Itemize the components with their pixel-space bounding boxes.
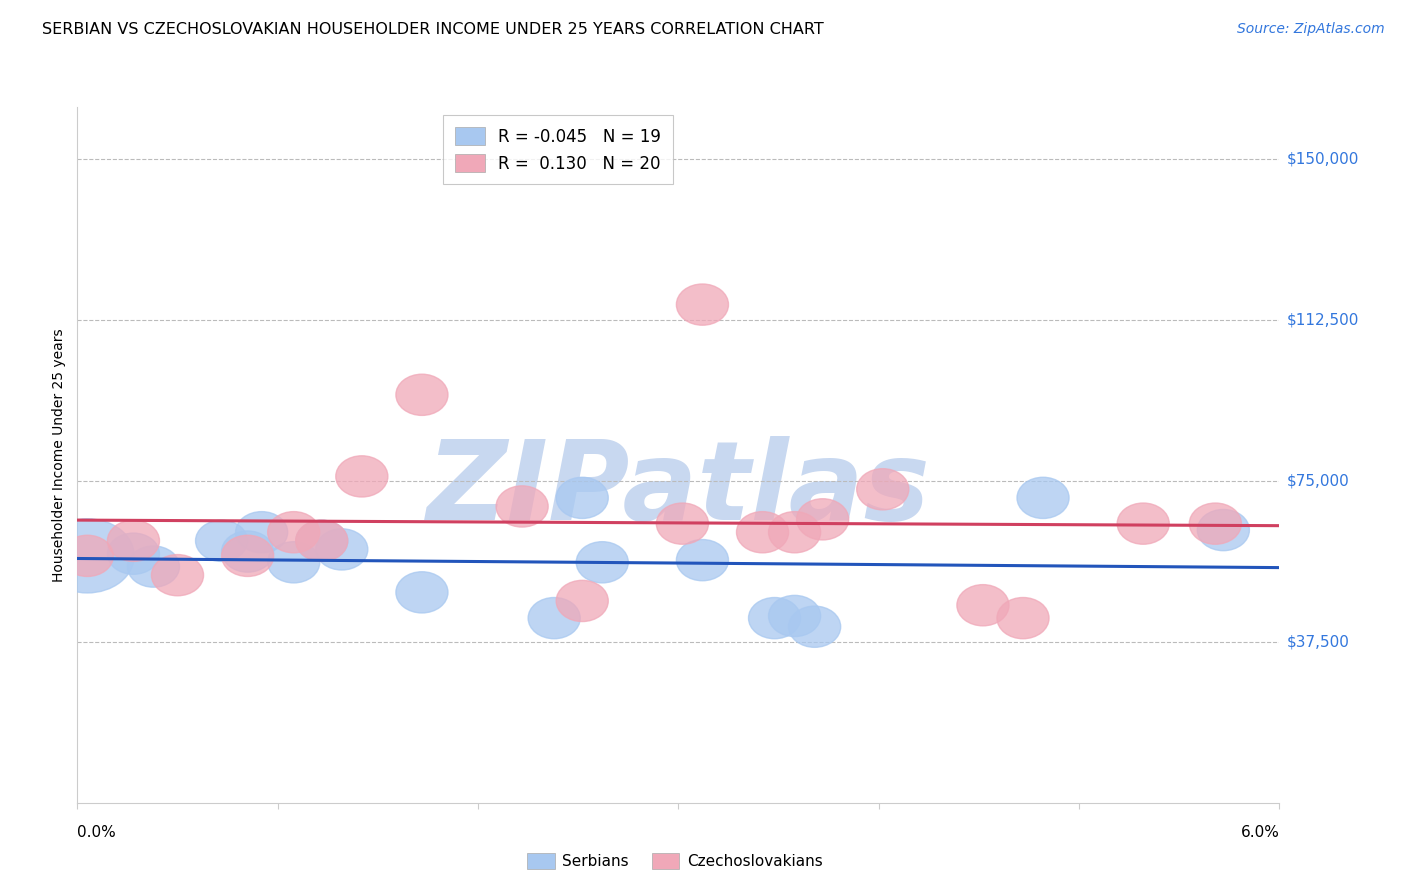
Ellipse shape — [267, 512, 319, 553]
Ellipse shape — [295, 520, 347, 561]
Text: SERBIAN VS CZECHOSLOVAKIAN HOUSEHOLDER INCOME UNDER 25 YEARS CORRELATION CHART: SERBIAN VS CZECHOSLOVAKIAN HOUSEHOLDER I… — [42, 22, 824, 37]
Ellipse shape — [737, 512, 789, 553]
Legend: R = -0.045   N = 19, R =  0.130   N = 20: R = -0.045 N = 19, R = 0.130 N = 20 — [443, 115, 673, 185]
Text: $75,000: $75,000 — [1286, 473, 1350, 488]
Ellipse shape — [267, 541, 319, 582]
Ellipse shape — [396, 572, 449, 613]
Ellipse shape — [295, 520, 347, 561]
Ellipse shape — [1017, 477, 1069, 518]
Ellipse shape — [769, 595, 821, 637]
Text: $150,000: $150,000 — [1286, 151, 1358, 166]
Ellipse shape — [557, 581, 609, 622]
Legend: Serbians, Czechoslovakians: Serbians, Czechoslovakians — [522, 847, 828, 875]
Text: ZIPatlas: ZIPatlas — [426, 436, 931, 543]
Ellipse shape — [1118, 503, 1170, 544]
Ellipse shape — [1189, 503, 1241, 544]
Ellipse shape — [41, 519, 134, 593]
Ellipse shape — [62, 535, 114, 576]
Ellipse shape — [769, 512, 821, 553]
Ellipse shape — [676, 284, 728, 326]
Ellipse shape — [222, 535, 274, 576]
Text: 0.0%: 0.0% — [77, 825, 117, 840]
Ellipse shape — [128, 546, 180, 587]
Ellipse shape — [748, 598, 800, 639]
Y-axis label: Householder Income Under 25 years: Householder Income Under 25 years — [52, 328, 66, 582]
Text: $112,500: $112,500 — [1286, 312, 1358, 327]
Ellipse shape — [396, 374, 449, 416]
Ellipse shape — [236, 512, 288, 553]
Ellipse shape — [557, 477, 609, 518]
Ellipse shape — [797, 499, 849, 540]
Text: Source: ZipAtlas.com: Source: ZipAtlas.com — [1237, 22, 1385, 37]
Ellipse shape — [336, 456, 388, 497]
Ellipse shape — [576, 541, 628, 582]
Ellipse shape — [676, 540, 728, 581]
Ellipse shape — [195, 520, 247, 561]
Ellipse shape — [107, 520, 159, 561]
Ellipse shape — [496, 486, 548, 527]
Ellipse shape — [957, 584, 1010, 626]
Ellipse shape — [657, 503, 709, 544]
Ellipse shape — [316, 529, 368, 570]
Ellipse shape — [789, 606, 841, 648]
Ellipse shape — [529, 598, 581, 639]
Ellipse shape — [107, 533, 159, 574]
Ellipse shape — [856, 468, 908, 510]
Ellipse shape — [997, 598, 1049, 639]
Ellipse shape — [1198, 509, 1250, 550]
Text: 6.0%: 6.0% — [1240, 825, 1279, 840]
Text: $37,500: $37,500 — [1286, 634, 1350, 649]
Ellipse shape — [222, 531, 274, 572]
Ellipse shape — [152, 555, 204, 596]
